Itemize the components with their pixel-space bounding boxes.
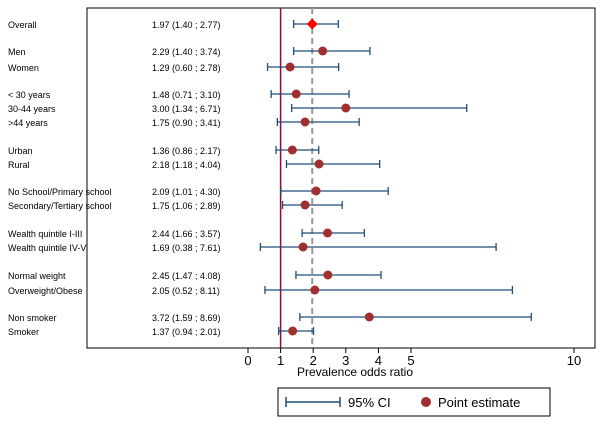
row-ci-text: 1.36 (0.86 ; 2.17) [152,146,221,156]
x-tick-label: 10 [567,353,581,368]
row-label: >44 years [8,118,48,128]
row-ci-text: 2.05 (0.52 ; 8.11) [152,286,220,296]
point-estimate [310,285,320,295]
x-tick-label: 1 [277,353,284,368]
forest-row: Secondary/Tertiary school 1.75 (1.06 ; 2.… [8,200,343,211]
point-estimate [300,200,310,210]
row-ci-text: 2.45 (1.47 ; 4.08) [152,271,221,281]
row-label: Overweight/Obese [8,286,83,296]
row-ci-text: 3.72 (1.59 ; 8.69) [152,313,221,323]
point-estimate [288,326,298,336]
forest-row: Overweight/Obese 2.05 (0.52 ; 8.11) [8,285,514,296]
point-estimate [323,270,333,280]
legend: 95% CI Point estimate [277,387,551,417]
forest-row: Non smoker 3.72 (1.59 ; 8.69) [8,312,532,323]
x-tick-label: 4 [375,353,382,368]
row-label: Overall [8,20,37,30]
row-ci-text: 1.29 (0.60 ; 2.78) [152,63,221,73]
x-tick-label: 5 [407,353,414,368]
row-ci-text: 1.69 (0.38 ; 7.61) [152,243,221,253]
x-tick-label: 3 [342,353,349,368]
row-label: Rural [8,160,30,170]
legend-ci-label: 95% CI [348,395,391,410]
row-label: Non smoker [8,313,57,323]
forest-row: No School/Primary school 2.09 (1.01 ; 4.3… [8,186,389,197]
forest-row: < 30 years 1.48 (0.71 ; 3.10) [8,89,350,100]
forest-row: Women 1.29 (0.60 ; 2.78) [8,62,340,73]
point-estimate [287,145,297,155]
row-ci-text: 3.00 (1.34 ; 6.71) [152,104,221,114]
legend-point-swatch [421,397,431,407]
row-ci-text: 2.09 (1.01 ; 4.30) [152,187,221,197]
row-label: Smoker [8,327,39,337]
row-label: Women [8,63,39,73]
row-label: < 30 years [8,90,51,100]
point-estimate [311,186,321,196]
row-label: Wealth quintile IV-V [8,243,86,253]
row-ci-text: 1.48 (0.71 ; 3.10) [152,90,221,100]
plot-frame [86,7,596,349]
row-label: No School/Primary school [8,187,112,197]
forest-row: Urban 1.36 (0.86 ; 2.17) [8,145,320,156]
row-ci-text: 1.75 (1.06 ; 2.89) [152,201,221,211]
point-estimate [341,103,351,113]
point-estimate [300,117,310,127]
forest-row: >44 years 1.75 (0.90 ; 3.41) [8,117,360,128]
row-ci-text: 2.18 (1.18 ; 4.04) [152,160,221,170]
row-ci-text: 1.75 (0.90 ; 3.41) [152,118,221,128]
forest-row: Men 2.29 (1.40 ; 3.74) [8,46,371,57]
x-axis-label: Prevalence odds ratio [297,365,413,379]
x-tick-label: 0 [244,353,251,368]
row-label: Urban [8,146,33,156]
row-ci-text: 2.29 (1.40 ; 3.74) [152,47,221,57]
point-estimate [364,312,374,322]
row-label: Secondary/Tertiary school [8,201,112,211]
forest-row: 30-44 years 3.00 (1.34 ; 6.71) [8,103,468,114]
overall-diamond [306,18,318,30]
point-estimate [318,46,328,56]
point-estimate [323,228,333,238]
row-label: Men [8,47,26,57]
row-label: 30-44 years [8,104,56,114]
row-label: Wealth quintile I-III [8,229,82,239]
legend-point-label: Point estimate [438,395,520,410]
row-ci-text: 2.44 (1.66 ; 3.57) [152,229,221,239]
row-ci-text: 1.97 (1.40 ; 2.77) [152,20,221,30]
forest-row: Wealth quintile IV-V 1.69 (0.38 ; 7.61) [8,242,497,253]
point-estimate [291,89,301,99]
forest-row: Overall 1.97 (1.40 ; 2.77) [8,18,339,30]
forest-row: Wealth quintile I-III 2.44 (1.66 ; 3.57) [8,228,366,239]
point-estimate [298,242,308,252]
forest-row: Smoker 1.37 (0.94 ; 2.01) [8,326,315,337]
forest-row: Rural 2.18 (1.18 ; 4.04) [8,159,381,170]
row-ci-text: 1.37 (0.94 ; 2.01) [152,327,221,337]
x-tick-label: 2 [310,353,317,368]
row-label: Normal weight [8,271,66,281]
forest-row: Normal weight 2.45 (1.47 ; 4.08) [8,270,382,281]
point-estimate [314,159,324,169]
point-estimate [285,62,295,72]
